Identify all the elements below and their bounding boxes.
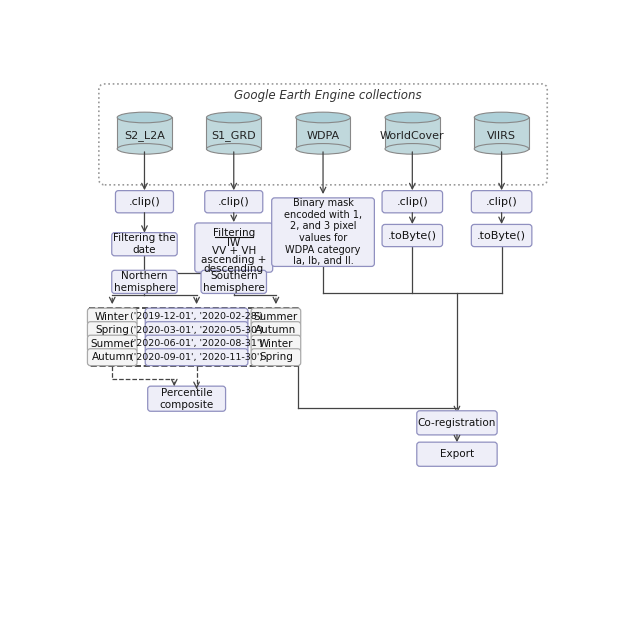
Text: Autumn: Autumn bbox=[92, 352, 133, 362]
FancyBboxPatch shape bbox=[201, 270, 266, 293]
Text: Summer: Summer bbox=[90, 339, 134, 349]
FancyBboxPatch shape bbox=[382, 191, 443, 213]
FancyBboxPatch shape bbox=[471, 191, 532, 213]
Text: ('2019-12-01', '2020-02-28'): ('2019-12-01', '2020-02-28') bbox=[130, 312, 263, 321]
FancyBboxPatch shape bbox=[474, 117, 529, 149]
Text: .toByte(): .toByte() bbox=[388, 231, 437, 241]
Text: ascending +: ascending + bbox=[201, 255, 266, 265]
Text: S2_L2A: S2_L2A bbox=[124, 130, 165, 141]
Ellipse shape bbox=[385, 112, 440, 123]
FancyBboxPatch shape bbox=[251, 349, 301, 366]
FancyBboxPatch shape bbox=[251, 308, 301, 325]
Ellipse shape bbox=[117, 144, 172, 154]
Text: VIIRS: VIIRS bbox=[487, 130, 516, 140]
Text: .toByte(): .toByte() bbox=[477, 231, 526, 241]
FancyBboxPatch shape bbox=[205, 191, 263, 213]
Text: Filtering: Filtering bbox=[212, 228, 255, 238]
Text: Co-registration: Co-registration bbox=[418, 418, 496, 428]
FancyBboxPatch shape bbox=[112, 270, 177, 293]
Text: .clip(): .clip() bbox=[396, 197, 428, 207]
Text: WDPA: WDPA bbox=[307, 130, 340, 140]
FancyBboxPatch shape bbox=[112, 233, 177, 256]
FancyBboxPatch shape bbox=[417, 411, 497, 435]
FancyBboxPatch shape bbox=[251, 322, 301, 339]
Text: S1_GRD: S1_GRD bbox=[211, 130, 256, 141]
Text: Spring: Spring bbox=[259, 352, 293, 362]
Ellipse shape bbox=[296, 112, 350, 123]
Text: Binary mask
encoded with 1,
2, and 3 pixel
values for
WDPA category
Ia, Ib, and : Binary mask encoded with 1, 2, and 3 pix… bbox=[284, 198, 362, 266]
Text: ('2020-09-01', '2020-11-30'): ('2020-09-01', '2020-11-30') bbox=[130, 353, 263, 362]
Text: Percentile
composite: Percentile composite bbox=[159, 388, 214, 409]
FancyBboxPatch shape bbox=[272, 198, 374, 266]
Ellipse shape bbox=[207, 144, 261, 154]
FancyBboxPatch shape bbox=[115, 191, 173, 213]
FancyBboxPatch shape bbox=[88, 322, 137, 339]
FancyBboxPatch shape bbox=[251, 335, 301, 352]
FancyBboxPatch shape bbox=[195, 223, 273, 272]
FancyBboxPatch shape bbox=[385, 117, 440, 149]
FancyBboxPatch shape bbox=[88, 335, 137, 352]
FancyBboxPatch shape bbox=[207, 117, 261, 149]
Ellipse shape bbox=[207, 112, 261, 123]
Text: Spring: Spring bbox=[95, 325, 129, 335]
FancyBboxPatch shape bbox=[148, 386, 225, 411]
Ellipse shape bbox=[117, 112, 172, 123]
FancyBboxPatch shape bbox=[88, 308, 137, 325]
Text: Winter: Winter bbox=[259, 339, 293, 349]
Text: Summer: Summer bbox=[254, 312, 298, 322]
FancyBboxPatch shape bbox=[382, 224, 443, 246]
Text: .clip(): .clip() bbox=[129, 197, 161, 207]
FancyBboxPatch shape bbox=[117, 117, 172, 149]
Text: Google Earth Engine collections: Google Earth Engine collections bbox=[234, 89, 422, 102]
Text: WorldCover: WorldCover bbox=[380, 130, 445, 140]
FancyBboxPatch shape bbox=[88, 349, 137, 366]
Text: Winter: Winter bbox=[95, 312, 129, 322]
Text: IW: IW bbox=[227, 238, 241, 248]
Text: .clip(): .clip() bbox=[218, 197, 250, 207]
FancyBboxPatch shape bbox=[145, 349, 248, 366]
Text: Autumn: Autumn bbox=[255, 325, 296, 335]
Ellipse shape bbox=[385, 144, 440, 154]
Ellipse shape bbox=[296, 144, 350, 154]
FancyBboxPatch shape bbox=[145, 308, 248, 325]
Text: .clip(): .clip() bbox=[486, 197, 518, 207]
Text: ('2020-06-01', '2020-08-31'): ('2020-06-01', '2020-08-31') bbox=[130, 339, 263, 348]
Ellipse shape bbox=[474, 112, 529, 123]
FancyBboxPatch shape bbox=[145, 322, 248, 339]
Text: Northern
hemisphere: Northern hemisphere bbox=[114, 271, 175, 293]
Ellipse shape bbox=[474, 144, 529, 154]
Text: VV + VH: VV + VH bbox=[212, 246, 256, 256]
FancyBboxPatch shape bbox=[471, 224, 532, 246]
Text: Export: Export bbox=[440, 449, 474, 459]
FancyBboxPatch shape bbox=[417, 442, 497, 466]
Text: ('2020-03-01', '2020-05-30'): ('2020-03-01', '2020-05-30') bbox=[130, 325, 263, 335]
Text: Southern
hemisphere: Southern hemisphere bbox=[203, 271, 264, 293]
FancyBboxPatch shape bbox=[145, 335, 248, 352]
FancyBboxPatch shape bbox=[296, 117, 350, 149]
Text: descending: descending bbox=[204, 264, 264, 274]
Text: Filtering the
date: Filtering the date bbox=[113, 233, 176, 255]
